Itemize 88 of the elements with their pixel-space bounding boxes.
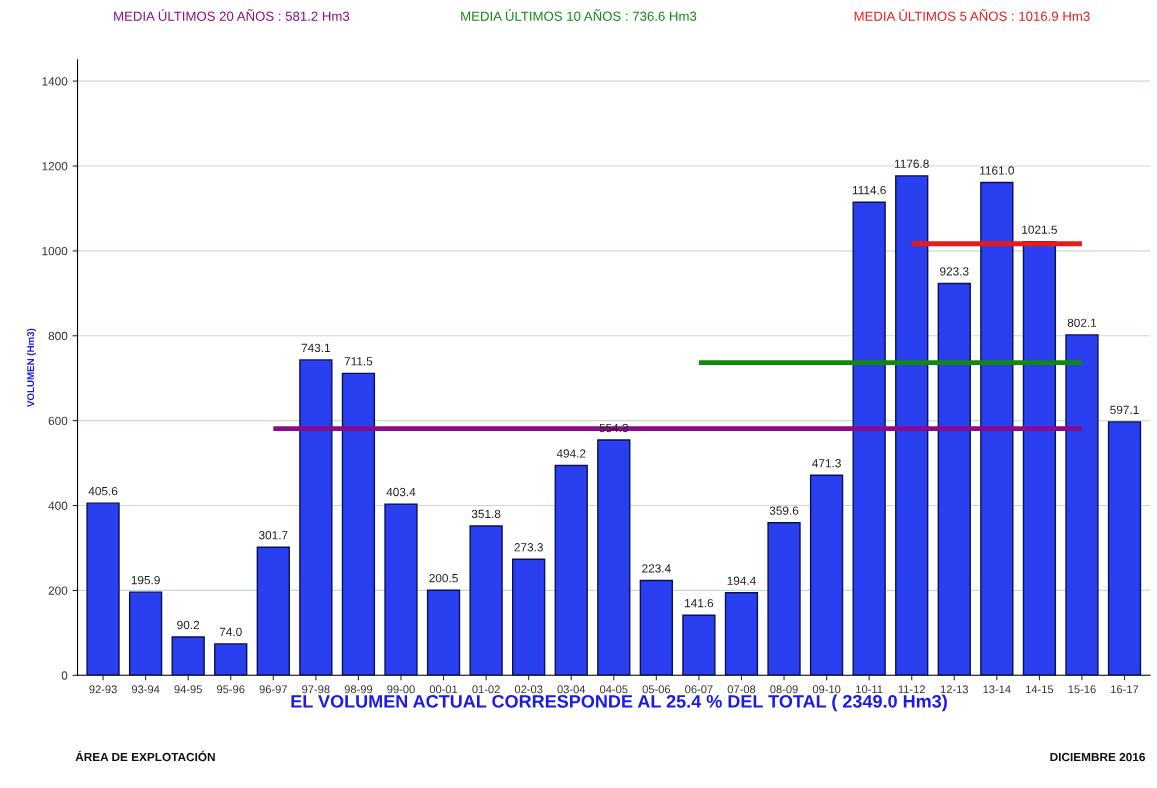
x-tick-label: 99-00 xyxy=(387,685,415,694)
data-label: 711.5 xyxy=(344,357,373,366)
x-tick-label: 03-04 xyxy=(557,685,586,694)
bar xyxy=(895,175,929,676)
data-label: 194.4 xyxy=(727,576,756,585)
data-label: 273.3 xyxy=(514,543,543,552)
x-tick-label: 97-98 xyxy=(302,685,330,694)
text: EL VOLUMEN ACTUAL CORRESPONDE AL 25.4 % DEL TOTAL ( 2349.0 Hm3) xyxy=(291,694,947,712)
bar xyxy=(554,464,588,676)
x-tick-label: 15-16 xyxy=(1068,685,1096,694)
data-label: 1176.8 xyxy=(895,159,929,168)
bar xyxy=(171,636,205,676)
x-tick-label: 00-01 xyxy=(429,685,458,694)
text: MEDIA ÚLTIMOS 5 AÑOS : 1016.9 Hm3 xyxy=(854,9,1090,21)
data-label: 1114.6 xyxy=(852,185,886,195)
text: DICIEMBRE 2016 xyxy=(1050,752,1146,762)
bar xyxy=(341,372,376,676)
y-axis-title: VOLUMEN (Hm3) xyxy=(26,328,36,407)
bar xyxy=(724,592,759,676)
x-tick-label: 98-99 xyxy=(344,685,373,694)
data-label: 301.7 xyxy=(258,531,288,540)
data-label: 74.0 xyxy=(219,627,242,637)
x-tick-label: 96-97 xyxy=(259,685,287,694)
x-tick-label: 12-13 xyxy=(940,685,968,694)
bar xyxy=(852,201,886,676)
bar xyxy=(639,579,674,676)
x-tick-label: 10-11 xyxy=(856,685,883,694)
x-tick-label: 07-08 xyxy=(727,685,756,694)
bar xyxy=(299,359,333,676)
x-tick-label: 94-95 xyxy=(174,685,202,694)
bar xyxy=(1107,421,1142,676)
y-tick-label: 0 xyxy=(61,671,68,680)
x-tick-label: 05-06 xyxy=(642,685,671,694)
data-label: 403.4 xyxy=(386,487,416,497)
bar xyxy=(767,521,801,676)
y-tick-label: 400 xyxy=(48,501,68,510)
data-label: 200.5 xyxy=(429,573,458,583)
bar xyxy=(597,439,631,676)
data-label: 802.1 xyxy=(1067,318,1097,327)
data-label: 351.8 xyxy=(471,509,501,519)
data-label: 223.4 xyxy=(642,564,671,573)
y-tick-label: 800 xyxy=(48,331,68,341)
bar xyxy=(469,525,503,676)
data-label: 90.2 xyxy=(177,620,200,630)
data-label: 923.3 xyxy=(940,267,969,276)
data-label: 359.6 xyxy=(769,506,799,515)
bar xyxy=(384,503,418,676)
text: ÁREA DE EXPLOTACIÓN xyxy=(75,750,215,762)
x-tick-label: 02-03 xyxy=(514,685,543,694)
x-tick-label: 93-94 xyxy=(131,685,160,694)
y-tick-label: 1200 xyxy=(42,162,68,171)
y-tick-label: 1400 xyxy=(42,77,68,86)
data-label: 141.6 xyxy=(685,598,714,608)
y-tick-label: 1000 xyxy=(42,246,68,256)
data-label: 195.9 xyxy=(131,575,160,585)
y-tick-label: 600 xyxy=(48,416,68,426)
bar xyxy=(682,614,716,676)
x-tick-label: 01-02 xyxy=(472,685,500,694)
bar xyxy=(86,502,120,676)
data-label: 597.1 xyxy=(1110,405,1139,414)
x-tick-label: 13-14 xyxy=(983,685,1011,694)
x-tick-label: 95-96 xyxy=(217,685,245,694)
x-tick-label: 09-10 xyxy=(812,685,841,694)
x-tick-label: 92-93 xyxy=(89,685,117,694)
data-label: 1021.5 xyxy=(1022,225,1057,234)
bar xyxy=(809,474,844,676)
bar xyxy=(1065,334,1099,676)
x-tick-label: 08-09 xyxy=(770,685,798,694)
x-tick-label: 04-05 xyxy=(600,685,628,694)
data-label: 405.6 xyxy=(88,486,118,496)
x-tick-label: 11-12 xyxy=(898,685,925,694)
text: MEDIA ÚLTIMOS 20 AÑOS : 581.2 Hm3 xyxy=(114,9,350,21)
bar xyxy=(426,589,461,676)
bar xyxy=(128,591,163,676)
bar xyxy=(937,282,971,676)
bar xyxy=(512,558,546,676)
data-label: 743.1 xyxy=(301,343,331,353)
bar xyxy=(214,643,248,676)
text: MEDIA ÚLTIMOS 10 AÑOS : 736.6 Hm3 xyxy=(461,9,697,21)
data-label: 471.3 xyxy=(812,459,841,468)
x-tick-label: 16-17 xyxy=(1111,685,1139,694)
x-tick-label: 14-15 xyxy=(1026,685,1054,694)
bar xyxy=(256,546,290,676)
data-label: 494.2 xyxy=(556,449,586,458)
y-tick-label: 200 xyxy=(48,586,68,595)
bar xyxy=(980,181,1014,676)
x-tick-label: 06-07 xyxy=(685,685,713,694)
data-label: 1161.0 xyxy=(980,166,1014,175)
